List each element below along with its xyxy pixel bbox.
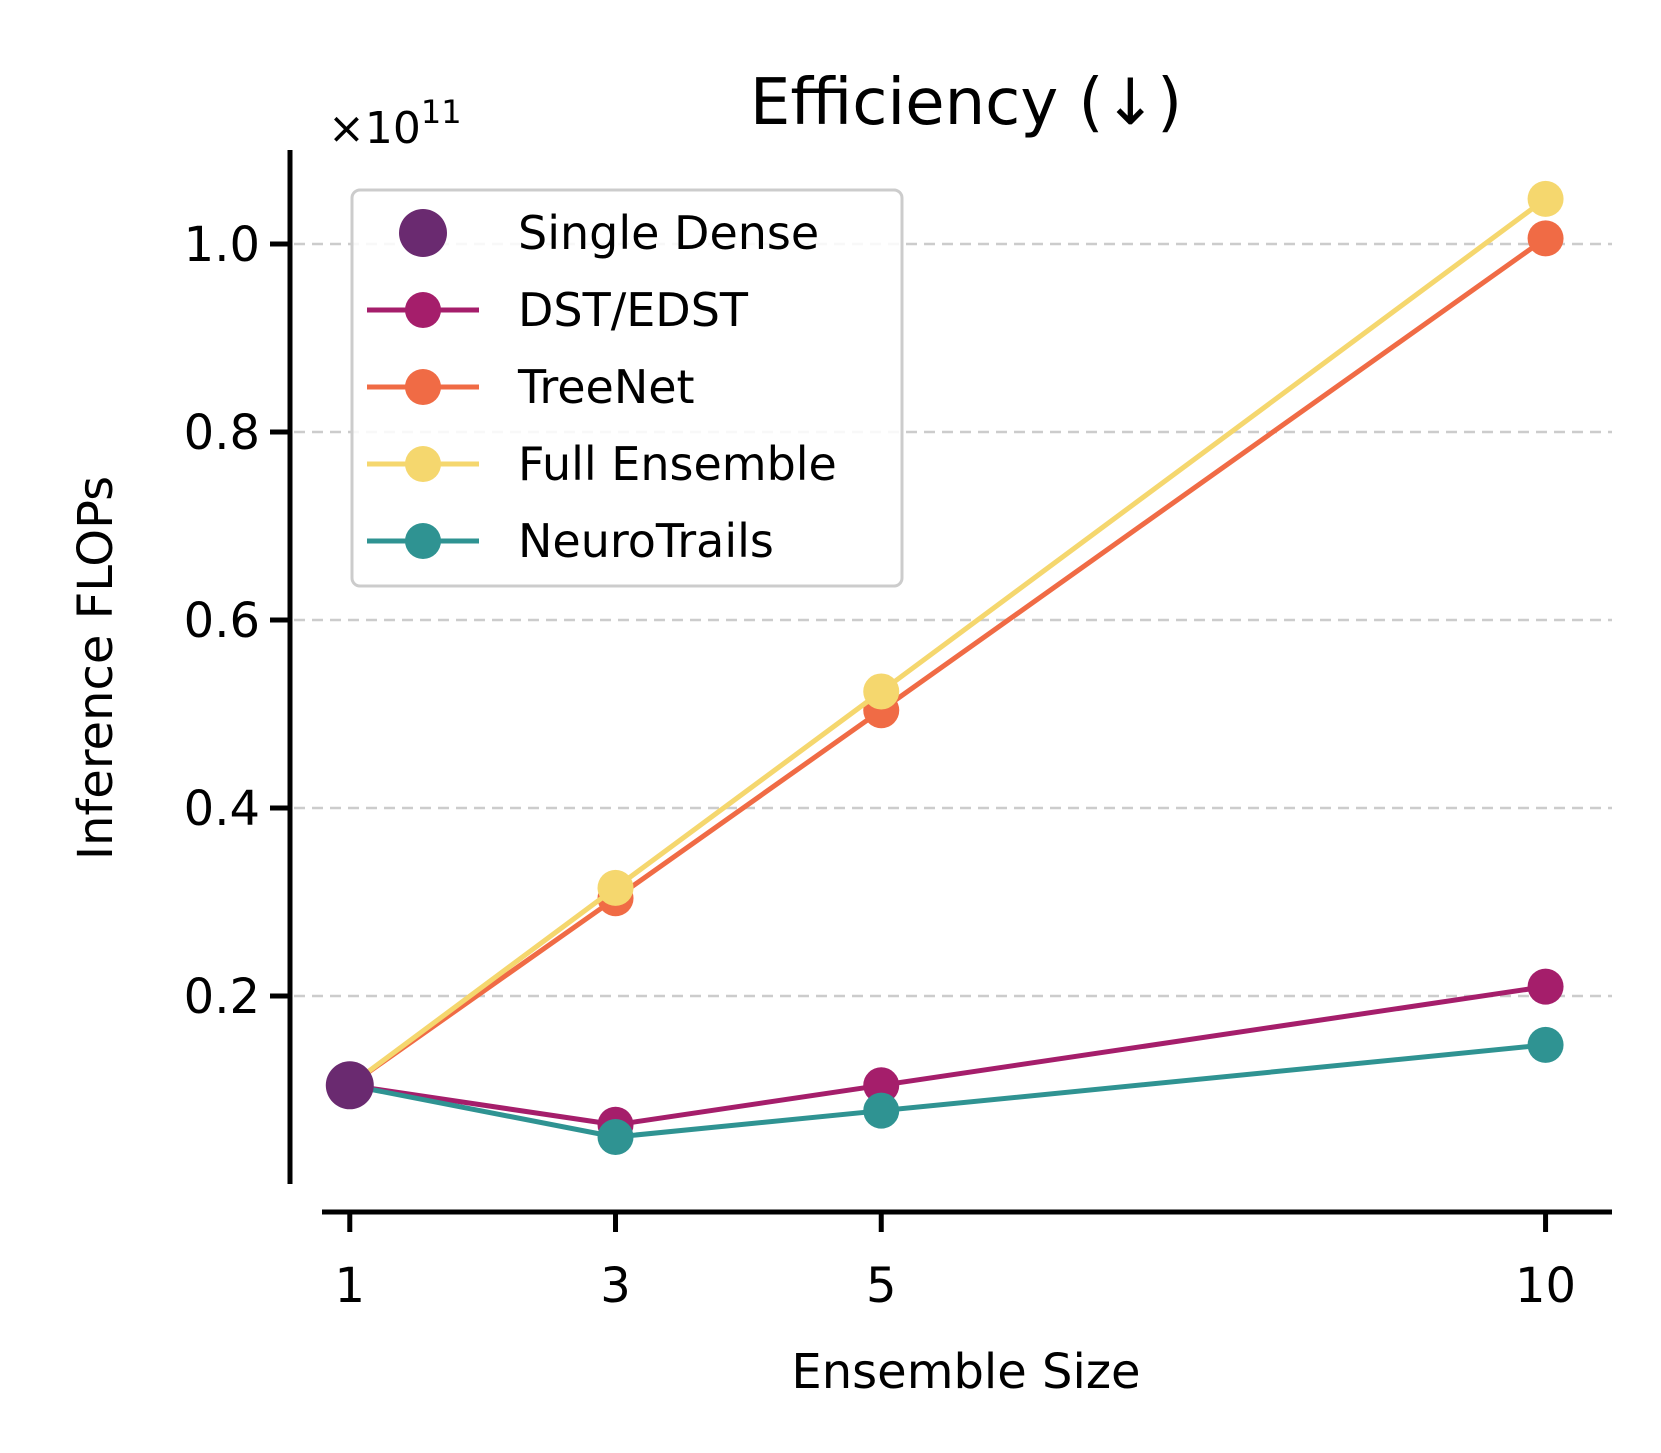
legend-label-treenet: TreeNet bbox=[517, 360, 695, 414]
data-point-neurotrails bbox=[863, 1092, 900, 1129]
chart-title: Efficiency (↓) bbox=[750, 66, 1182, 140]
data-point-full-ensemble bbox=[863, 673, 900, 710]
x-tick-label: 1 bbox=[335, 1258, 366, 1314]
x-tick-label: 10 bbox=[1515, 1258, 1576, 1314]
x-tick-label: 5 bbox=[866, 1258, 897, 1314]
legend-marker-treenet bbox=[405, 369, 441, 405]
legend-label-full-ensemble: Full Ensemble bbox=[518, 437, 837, 491]
legend-marker-full-ensemble bbox=[405, 446, 441, 482]
plot-area bbox=[325, 180, 1564, 1155]
data-point-single-dense bbox=[325, 1061, 374, 1110]
y-tick-label: 0.4 bbox=[184, 781, 260, 837]
data-point-full-ensemble bbox=[1527, 180, 1564, 217]
x-axis-label: Ensemble Size bbox=[791, 1344, 1140, 1400]
legend-marker-single-dense bbox=[399, 209, 447, 257]
y-axis-label: Inference FLOPs bbox=[68, 476, 124, 860]
legend-label-dst-edst: DST/EDST bbox=[518, 283, 749, 337]
y-tick-label: 0.6 bbox=[184, 593, 260, 649]
series-line-full-ensemble bbox=[348, 196, 1548, 1088]
data-point-neurotrails bbox=[597, 1119, 634, 1155]
legend-marker-dst-edst bbox=[405, 292, 441, 328]
y-tick-label: 1.0 bbox=[184, 217, 260, 273]
legend-label-single-dense: Single Dense bbox=[518, 206, 819, 260]
legend: Single Dense DST/EDST TreeNet Full Ensemble… bbox=[350, 188, 904, 588]
data-point-treenet bbox=[1527, 220, 1564, 257]
y-multiplier-exponent: 11 bbox=[421, 93, 462, 131]
x-tick-label: 3 bbox=[600, 1258, 631, 1314]
data-point-full-ensemble bbox=[597, 869, 634, 906]
legend-label-neurotrails: NeuroTrails bbox=[518, 514, 774, 568]
legend-box bbox=[350, 188, 904, 588]
series-line-neurotrails bbox=[349, 1042, 1546, 1140]
data-point-neurotrails bbox=[1527, 1026, 1564, 1063]
data-point-dst-edst bbox=[1527, 968, 1564, 1005]
y-multiplier-base: ×10 bbox=[328, 103, 421, 154]
series-line-treenet bbox=[348, 236, 1548, 1088]
y-multiplier: ×1011 bbox=[328, 93, 462, 154]
y-tick-label: 0.8 bbox=[184, 405, 260, 461]
y-tick-label: 0.2 bbox=[184, 969, 260, 1025]
data-point-dst-edst bbox=[863, 1067, 900, 1104]
legend-marker-neurotrails bbox=[405, 523, 441, 559]
axes: 0.2 0.4 0.6 0.8 1.0 1 3 5 10 bbox=[184, 150, 1612, 1314]
series-line-dst-edst bbox=[349, 984, 1546, 1128]
